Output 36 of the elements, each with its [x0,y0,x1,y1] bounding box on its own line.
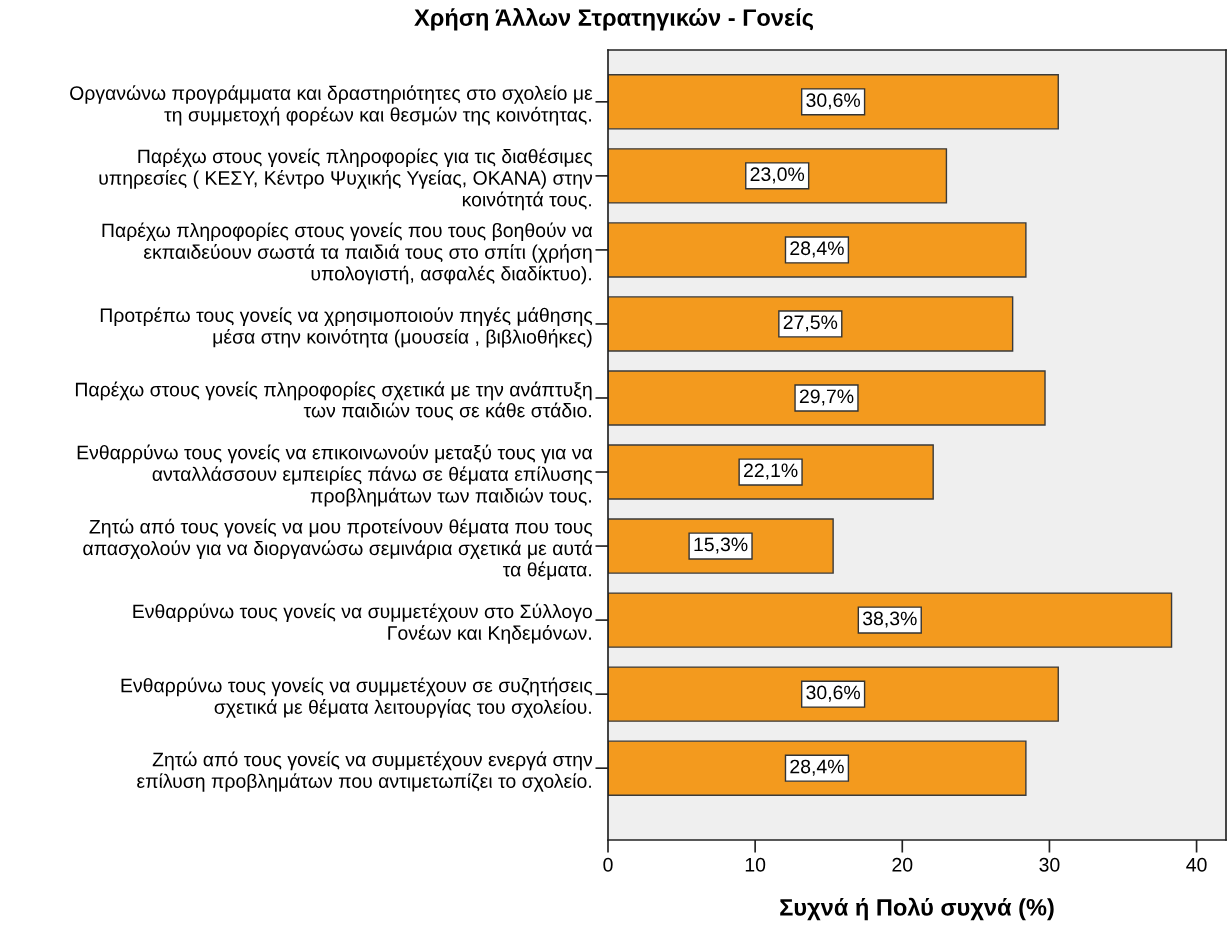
x-tick-label: 30 [1039,857,1060,872]
x-tick-label: 20 [892,857,913,872]
bar [608,592,1173,648]
x-tick-label: 10 [745,857,766,872]
data-label: 38,3% [862,611,917,628]
data-label: 23,0% [750,167,805,184]
x-tick-label: 0 [603,857,613,872]
data-label: 22,1% [744,463,798,480]
y-tick-label: Ζητώ από τους γονείς να μου προτείνουν θέματα που τους απασχολούν για να διοργανώσω σεμινάρια σχετικά με αυτά τα θέματα. [83,518,593,580]
bar [608,444,934,500]
data-label: 27,5% [783,315,838,332]
bar [608,740,1027,796]
bar [608,222,1027,278]
data-label: 28,4% [790,241,844,258]
data-label: 15,3% [694,537,748,554]
data-label: 29,7% [799,389,854,406]
data-label: 28,4% [790,759,844,776]
bar [608,74,1059,130]
chart-title: Χρήση Άλλων Στρατηγικών - Γονείς [414,8,814,31]
y-tick-label: Προτρέπω τους γονείς να χρησιμοποιούν πηγές μάθησης μέσα στην κοινότητα (μουσεία , βιβλιοθήκες) [100,307,593,348]
y-tick-label: Παρέχω πληροφορίες στους γονείς που τους βοηθούν να εκπαιδεύουν σωστά τα παιδιά τους στο σπίτι (χρήση υπολογιστή, ασφαλές διαδίκτυο). [102,222,593,285]
x-axis-title: Συχνά ή Πολύ συχνά (%) [780,897,1054,921]
y-tick-label: Ζητώ από τους γονείς να συμμετέχουν ενεργά στην επίλυση προβλημάτων που αντιμετωπίζει το σχολείο. [137,751,592,792]
bar [608,370,1046,426]
y-tick-label: Παρέχω στους γονείς πληροφορίες σχετικά με την ανάπτυξη των παιδιών τους σε κάθε στάδιο. [75,381,592,421]
y-tick-label: Οργανώνω προγράμματα και δραστηριότητες στο σχολείο με τη συμμετοχή φορέων και θεσμών της κοινότητας. [70,85,593,126]
y-tick-label: Παρέχω στους γονείς πληροφορίες για τις διαθέσιμες υπηρεσίες ( ΚΕΣΥ, Κέντρο Ψυχικής Υγείας, ΟΚΑΝΑ) στην κοινότητά τους. [99,148,593,211]
data-label: 30,6% [806,93,861,110]
bar [608,296,1014,352]
x-tick-label: 40 [1186,857,1207,872]
y-tick-label: Ενθαρρύνω τους γονείς να συμμετέχουν στο Σύλλογο Γονέων και Κηδεμόνων. [133,603,592,644]
bar [608,148,948,204]
bar [608,666,1059,722]
data-label: 30,6% [806,685,861,702]
y-tick-label: Ενθαρρύνω τους γονείς να συμμετέχουν σε συζητήσεις σχετικά με θέματα λειτουργίας του σχολείου. [121,677,593,718]
y-tick-label: Ενθαρρύνω τους γονείς να επικοινωνούν μεταξύ τους για να ανταλλάσσουν εμπειρίες πάνω σε θέματα επίλυσης προβλημάτων των παιδιών τους. [77,444,593,507]
